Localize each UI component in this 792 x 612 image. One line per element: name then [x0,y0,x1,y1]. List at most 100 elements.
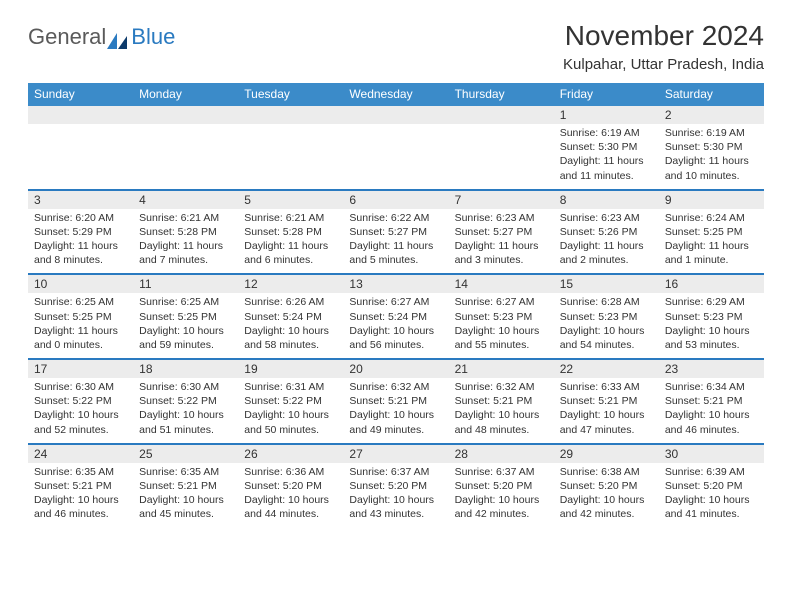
sunrise-text: Sunrise: 6:23 AM [455,211,548,225]
day-detail-cell: Sunrise: 6:20 AMSunset: 5:29 PMDaylight:… [28,209,133,275]
day-detail-cell: Sunrise: 6:31 AMSunset: 5:22 PMDaylight:… [238,378,343,444]
sunrise-text: Sunrise: 6:21 AM [139,211,232,225]
brand-logo: General Blue [28,20,175,50]
sunset-text: Sunset: 5:26 PM [560,225,653,239]
day-detail-cell: Sunrise: 6:19 AMSunset: 5:30 PMDaylight:… [659,124,764,190]
day-detail-row: Sunrise: 6:30 AMSunset: 5:22 PMDaylight:… [28,378,764,444]
sunset-text: Sunset: 5:30 PM [560,140,653,154]
sunset-text: Sunset: 5:23 PM [455,310,548,324]
day-detail-cell: Sunrise: 6:22 AMSunset: 5:27 PMDaylight:… [343,209,448,275]
day-detail-cell: Sunrise: 6:28 AMSunset: 5:23 PMDaylight:… [554,293,659,359]
day-number-cell: 8 [554,190,659,209]
day-detail-cell: Sunrise: 6:32 AMSunset: 5:21 PMDaylight:… [449,378,554,444]
sunrise-text: Sunrise: 6:25 AM [34,295,127,309]
day-detail-cell: Sunrise: 6:19 AMSunset: 5:30 PMDaylight:… [554,124,659,190]
sunrise-text: Sunrise: 6:37 AM [455,465,548,479]
day-number-cell: 19 [238,359,343,378]
daylight-text: Daylight: 11 hours and 6 minutes. [244,239,337,267]
day-number-cell [238,106,343,125]
day-number-cell: 6 [343,190,448,209]
sunset-text: Sunset: 5:25 PM [665,225,758,239]
weekday-header: Friday [554,83,659,106]
day-number-cell: 21 [449,359,554,378]
day-detail-cell: Sunrise: 6:25 AMSunset: 5:25 PMDaylight:… [28,293,133,359]
day-detail-cell [238,124,343,190]
sunrise-text: Sunrise: 6:35 AM [139,465,232,479]
day-detail-cell: Sunrise: 6:36 AMSunset: 5:20 PMDaylight:… [238,463,343,528]
weekday-header: Sunday [28,83,133,106]
day-number-row: 10111213141516 [28,274,764,293]
day-detail-row: Sunrise: 6:25 AMSunset: 5:25 PMDaylight:… [28,293,764,359]
sail-icon [107,29,129,45]
sunset-text: Sunset: 5:24 PM [349,310,442,324]
weekday-header: Monday [133,83,238,106]
daylight-text: Daylight: 10 hours and 47 minutes. [560,408,653,436]
sunset-text: Sunset: 5:23 PM [560,310,653,324]
daylight-text: Daylight: 11 hours and 8 minutes. [34,239,127,267]
day-detail-cell: Sunrise: 6:35 AMSunset: 5:21 PMDaylight:… [133,463,238,528]
day-detail-cell: Sunrise: 6:23 AMSunset: 5:27 PMDaylight:… [449,209,554,275]
day-number-cell [343,106,448,125]
day-number-cell: 11 [133,274,238,293]
sunrise-text: Sunrise: 6:33 AM [560,380,653,394]
day-number-cell: 15 [554,274,659,293]
day-detail-cell: Sunrise: 6:33 AMSunset: 5:21 PMDaylight:… [554,378,659,444]
day-detail-cell: Sunrise: 6:37 AMSunset: 5:20 PMDaylight:… [449,463,554,528]
day-number-cell: 1 [554,106,659,125]
sunrise-text: Sunrise: 6:35 AM [34,465,127,479]
daylight-text: Daylight: 11 hours and 1 minute. [665,239,758,267]
weekday-header: Tuesday [238,83,343,106]
daylight-text: Daylight: 10 hours and 59 minutes. [139,324,232,352]
daylight-text: Daylight: 10 hours and 56 minutes. [349,324,442,352]
sunrise-text: Sunrise: 6:20 AM [34,211,127,225]
day-detail-cell: Sunrise: 6:24 AMSunset: 5:25 PMDaylight:… [659,209,764,275]
sunrise-text: Sunrise: 6:31 AM [244,380,337,394]
day-detail-cell: Sunrise: 6:32 AMSunset: 5:21 PMDaylight:… [343,378,448,444]
day-detail-cell: Sunrise: 6:30 AMSunset: 5:22 PMDaylight:… [28,378,133,444]
daylight-text: Daylight: 10 hours and 41 minutes. [665,493,758,521]
sunset-text: Sunset: 5:22 PM [34,394,127,408]
day-number-cell: 28 [449,444,554,463]
sunrise-text: Sunrise: 6:34 AM [665,380,758,394]
day-number-row: 17181920212223 [28,359,764,378]
daylight-text: Daylight: 10 hours and 50 minutes. [244,408,337,436]
day-number-cell: 5 [238,190,343,209]
day-number-cell: 9 [659,190,764,209]
daylight-text: Daylight: 11 hours and 0 minutes. [34,324,127,352]
daylight-text: Daylight: 10 hours and 58 minutes. [244,324,337,352]
sunrise-text: Sunrise: 6:32 AM [455,380,548,394]
sunrise-text: Sunrise: 6:24 AM [665,211,758,225]
day-detail-cell [28,124,133,190]
sunrise-text: Sunrise: 6:27 AM [455,295,548,309]
day-number-cell: 18 [133,359,238,378]
sunset-text: Sunset: 5:21 PM [139,479,232,493]
sunset-text: Sunset: 5:28 PM [244,225,337,239]
sunset-text: Sunset: 5:22 PM [139,394,232,408]
sunset-text: Sunset: 5:27 PM [455,225,548,239]
title-block: November 2024 Kulpahar, Uttar Pradesh, I… [563,20,764,73]
sunset-text: Sunset: 5:20 PM [560,479,653,493]
day-detail-cell: Sunrise: 6:34 AMSunset: 5:21 PMDaylight:… [659,378,764,444]
daylight-text: Daylight: 11 hours and 3 minutes. [455,239,548,267]
day-detail-cell: Sunrise: 6:30 AMSunset: 5:22 PMDaylight:… [133,378,238,444]
month-year: November 2024 [563,20,764,52]
sunrise-text: Sunrise: 6:25 AM [139,295,232,309]
day-number-cell: 7 [449,190,554,209]
sunset-text: Sunset: 5:21 PM [560,394,653,408]
day-number-cell: 27 [343,444,448,463]
day-number-cell: 4 [133,190,238,209]
brand-part1: General [28,24,106,50]
weekday-header: Saturday [659,83,764,106]
day-number-row: 12 [28,106,764,125]
sunrise-text: Sunrise: 6:26 AM [244,295,337,309]
sunset-text: Sunset: 5:24 PM [244,310,337,324]
day-detail-cell: Sunrise: 6:39 AMSunset: 5:20 PMDaylight:… [659,463,764,528]
sunset-text: Sunset: 5:25 PM [34,310,127,324]
day-number-cell: 13 [343,274,448,293]
day-detail-row: Sunrise: 6:35 AMSunset: 5:21 PMDaylight:… [28,463,764,528]
calendar-table: SundayMondayTuesdayWednesdayThursdayFrid… [28,83,764,527]
brand-part2: Blue [131,24,175,50]
sunrise-text: Sunrise: 6:19 AM [665,126,758,140]
sunset-text: Sunset: 5:23 PM [665,310,758,324]
daylight-text: Daylight: 11 hours and 7 minutes. [139,239,232,267]
